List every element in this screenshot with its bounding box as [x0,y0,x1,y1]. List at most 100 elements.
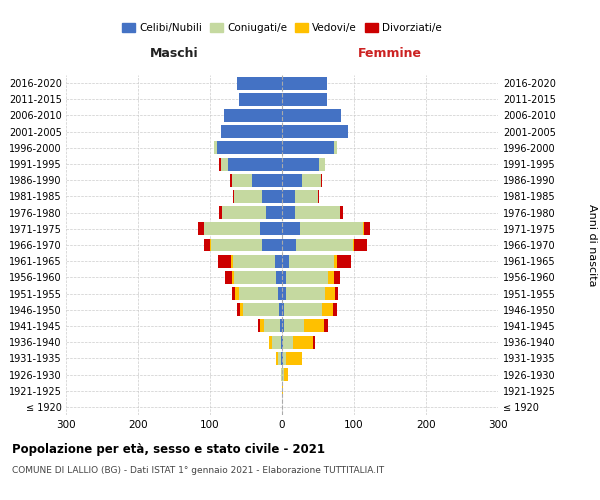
Bar [239,287,278,300]
Bar [262,190,282,203]
Bar [325,287,335,300]
Bar [233,190,235,203]
Bar [282,271,286,284]
Bar [235,190,262,203]
Bar [282,368,284,381]
Bar [239,304,243,316]
Bar [221,125,282,138]
Bar [282,76,326,90]
Bar [282,174,302,186]
Bar [210,238,211,252]
Bar [334,142,337,154]
Bar [282,336,283,348]
Bar [289,254,334,268]
Bar [214,142,217,154]
Bar [272,336,281,348]
Bar [243,304,279,316]
Bar [198,222,203,235]
Bar [353,238,354,252]
Bar [282,109,341,122]
Bar [221,158,228,170]
Bar [283,352,286,365]
Bar [235,271,276,284]
Bar [275,254,282,268]
Bar [282,352,283,365]
Bar [328,271,334,284]
Bar [282,304,284,316]
Bar [333,304,337,316]
Bar [337,254,351,268]
Bar [221,206,266,219]
Bar [239,93,282,106]
Bar [280,320,282,332]
Bar [321,174,322,186]
Bar [334,271,340,284]
Bar [278,352,281,365]
Bar [282,125,348,138]
Bar [232,287,235,300]
Bar [204,222,260,235]
Bar [286,287,325,300]
Bar [281,368,282,381]
Bar [282,320,284,332]
Bar [232,174,252,186]
Bar [203,238,210,252]
Bar [282,93,326,106]
Bar [264,320,280,332]
Bar [218,254,231,268]
Legend: Celibi/Nubili, Coniugati/e, Vedovi/e, Divorziati/e: Celibi/Nubili, Coniugati/e, Vedovi/e, Di… [118,19,446,38]
Bar [318,190,319,203]
Bar [203,222,204,235]
Bar [276,271,282,284]
Bar [340,206,343,219]
Bar [281,336,282,348]
Bar [293,336,313,348]
Bar [282,254,289,268]
Bar [296,238,353,252]
Bar [304,320,325,332]
Bar [217,142,282,154]
Bar [224,109,282,122]
Bar [282,190,295,203]
Text: Popolazione per età, sesso e stato civile - 2021: Popolazione per età, sesso e stato civil… [12,442,325,456]
Bar [282,142,334,154]
Bar [211,238,262,252]
Bar [233,254,275,268]
Bar [231,254,233,268]
Bar [284,320,304,332]
Bar [286,271,328,284]
Bar [322,304,333,316]
Bar [302,174,321,186]
Bar [313,336,315,348]
Bar [276,352,278,365]
Bar [279,304,282,316]
Bar [282,158,319,170]
Bar [335,287,338,300]
Bar [286,352,302,365]
Text: Maschi: Maschi [149,47,199,60]
Bar [220,158,221,170]
Bar [269,336,272,348]
Bar [230,174,232,186]
Bar [225,271,232,284]
Bar [258,320,260,332]
Bar [284,304,322,316]
Bar [319,158,325,170]
Bar [260,320,264,332]
Bar [235,287,239,300]
Bar [282,384,283,397]
Bar [228,158,282,170]
Bar [238,76,282,90]
Bar [232,271,235,284]
Bar [262,238,282,252]
Y-axis label: Fasce di età: Fasce di età [0,212,4,278]
Bar [252,174,282,186]
Bar [364,222,370,235]
Bar [266,206,282,219]
Bar [300,222,364,235]
Bar [260,222,282,235]
Bar [282,206,295,219]
Bar [238,304,239,316]
Text: Femmine: Femmine [358,47,422,60]
Bar [283,336,293,348]
